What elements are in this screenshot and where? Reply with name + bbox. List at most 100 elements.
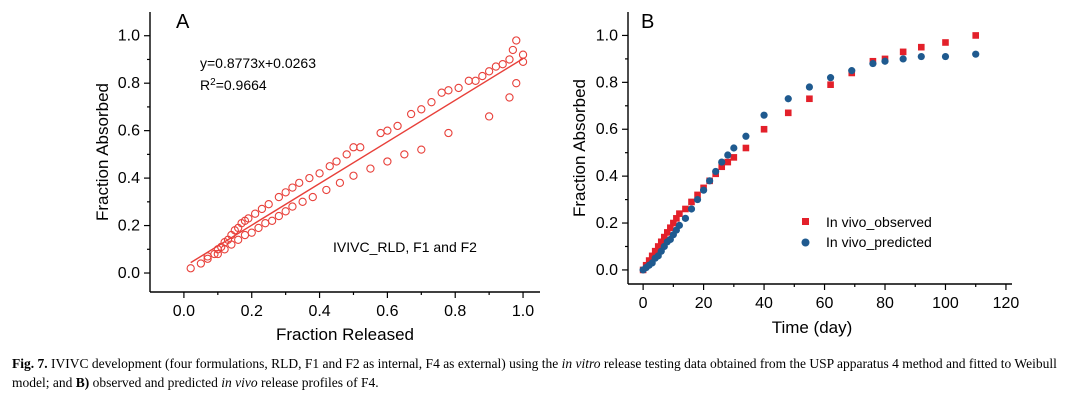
panel-a-point — [274, 192, 284, 202]
panel-a-point — [254, 223, 263, 233]
panel-a-x-tick-label: 0.6 — [376, 303, 398, 320]
panel-b-y-tick-label: 1.0 — [596, 27, 618, 44]
observed-point — [827, 81, 834, 88]
panel-a-x-tick-label: 0.2 — [241, 303, 263, 320]
panel-a-y-tick-label: 0.8 — [118, 75, 140, 92]
panel-a-point — [308, 192, 317, 202]
panel-a-point — [203, 252, 212, 261]
observed-point — [730, 154, 738, 161]
panel-b-y-label: Fraction Absorbed — [570, 79, 589, 217]
predicted-point — [687, 205, 696, 213]
predicted-point — [881, 57, 889, 65]
observed-point — [670, 219, 677, 227]
observed-point — [673, 215, 680, 222]
panel-a-y-tick-label: 0.2 — [118, 218, 140, 235]
panel-a-point — [366, 164, 375, 173]
observed-point — [806, 95, 813, 103]
panel-a-point — [518, 57, 528, 66]
panel-a-point — [288, 202, 297, 211]
panel-b-x-tick-label: 80 — [876, 295, 894, 312]
legend-predicted-label: In vivo_predicted — [826, 234, 932, 250]
panel-a-point — [203, 254, 212, 263]
panel-a-point — [295, 178, 304, 187]
panel-a-point — [332, 157, 341, 166]
panel-a-point — [250, 209, 260, 218]
panel-a-point — [305, 173, 314, 183]
panel-a-point — [267, 216, 277, 225]
caption-italic-1: in vitro — [561, 356, 601, 371]
panel-b-x-tick-label: 0 — [639, 295, 648, 312]
panel-a-points — [186, 36, 528, 273]
panel-a-point — [518, 50, 528, 59]
observed-point — [718, 163, 726, 171]
panel-a-y-tick-label: 0.4 — [118, 170, 140, 187]
panel-a-point — [186, 264, 195, 273]
observed-point — [760, 125, 768, 133]
observed-point — [724, 158, 732, 166]
panel-a-point — [400, 150, 409, 159]
panel-a-point — [417, 145, 426, 154]
panel-a-point — [437, 88, 446, 97]
panel-a-y-tick-label: 0.6 — [118, 123, 140, 140]
observed-point — [651, 247, 659, 255]
panel-a-point — [505, 55, 514, 64]
panel-a-point — [213, 249, 222, 259]
panel-b-y-tick-label: 0.8 — [596, 74, 618, 91]
observed-point — [694, 191, 701, 199]
observed-point — [676, 210, 683, 217]
panel-b-y-tick-label: 0.2 — [596, 215, 618, 232]
panel-a-point — [484, 67, 494, 76]
panel-a-equation: y=0.8773x+0.0263 — [200, 55, 316, 71]
panel-a-point — [508, 45, 518, 55]
observed-point — [917, 43, 925, 51]
predicted-point — [712, 167, 720, 176]
caption-part-1: IVIVC development (four formulations, RL… — [51, 356, 559, 371]
predicted-point — [706, 177, 714, 185]
figure: A 0.0 0.2 0.4 0.6 0.8 1.0 0.0 0.2 0.4 0.6 0.8 1.0 y… — [93, 11, 1019, 344]
observed-point — [899, 48, 907, 56]
caption-label: Fig. 7. — [12, 356, 48, 371]
panel-a-x-tick-label: 0.0 — [173, 303, 195, 320]
panel-a-point — [315, 169, 324, 178]
panel-a-point — [427, 98, 436, 107]
panel-a-point — [444, 128, 453, 138]
predicted-point — [724, 151, 732, 159]
panel-b-letter: B — [641, 11, 654, 33]
panel-a-point — [281, 188, 290, 197]
panel-a-point — [393, 121, 402, 131]
panel-a-point — [349, 171, 358, 180]
panel-a-point — [478, 71, 487, 81]
panel-a-point — [220, 245, 229, 254]
caption-part-4: release profiles of F4. — [260, 375, 379, 390]
predicted-point — [784, 95, 792, 103]
panel-a-letter: A — [176, 11, 190, 33]
observed-point — [657, 238, 665, 246]
panel-a-point — [325, 162, 334, 171]
predicted-point — [869, 59, 877, 68]
panel-a-point — [356, 143, 365, 152]
caption-bold-b: B) — [75, 375, 90, 390]
panel-a-fit-line-group — [190, 58, 524, 264]
panel-a-point — [512, 36, 521, 45]
panel-a-r-squared: R2=0.9664 — [200, 77, 267, 94]
panel-a-y-label: Fraction Absorbed — [93, 83, 112, 221]
panel-a-point — [288, 183, 297, 192]
predicted-point — [899, 55, 907, 63]
panel-a-point — [417, 105, 426, 114]
panel-a-x-tick-label: 0.8 — [444, 303, 466, 320]
observed-point — [972, 32, 980, 39]
panel-a-point — [342, 150, 351, 159]
predicted-point — [848, 67, 856, 75]
panel-a-point — [406, 109, 416, 119]
caption-italic-2: in vivo — [221, 375, 258, 390]
panel-a-point — [444, 86, 453, 95]
panel-a-point — [498, 60, 507, 69]
panel-a-x-tick-label: 0.4 — [308, 303, 330, 320]
panel-a-point — [505, 93, 514, 102]
caption-part-3: observed and predicted — [92, 375, 218, 390]
panel-a-point — [257, 204, 267, 214]
panel-b-x-tick-label: 40 — [755, 295, 773, 312]
panel-a-point — [491, 62, 501, 71]
panel-a-point — [464, 76, 473, 85]
legend-observed-label: In vivo_observed — [826, 214, 932, 230]
